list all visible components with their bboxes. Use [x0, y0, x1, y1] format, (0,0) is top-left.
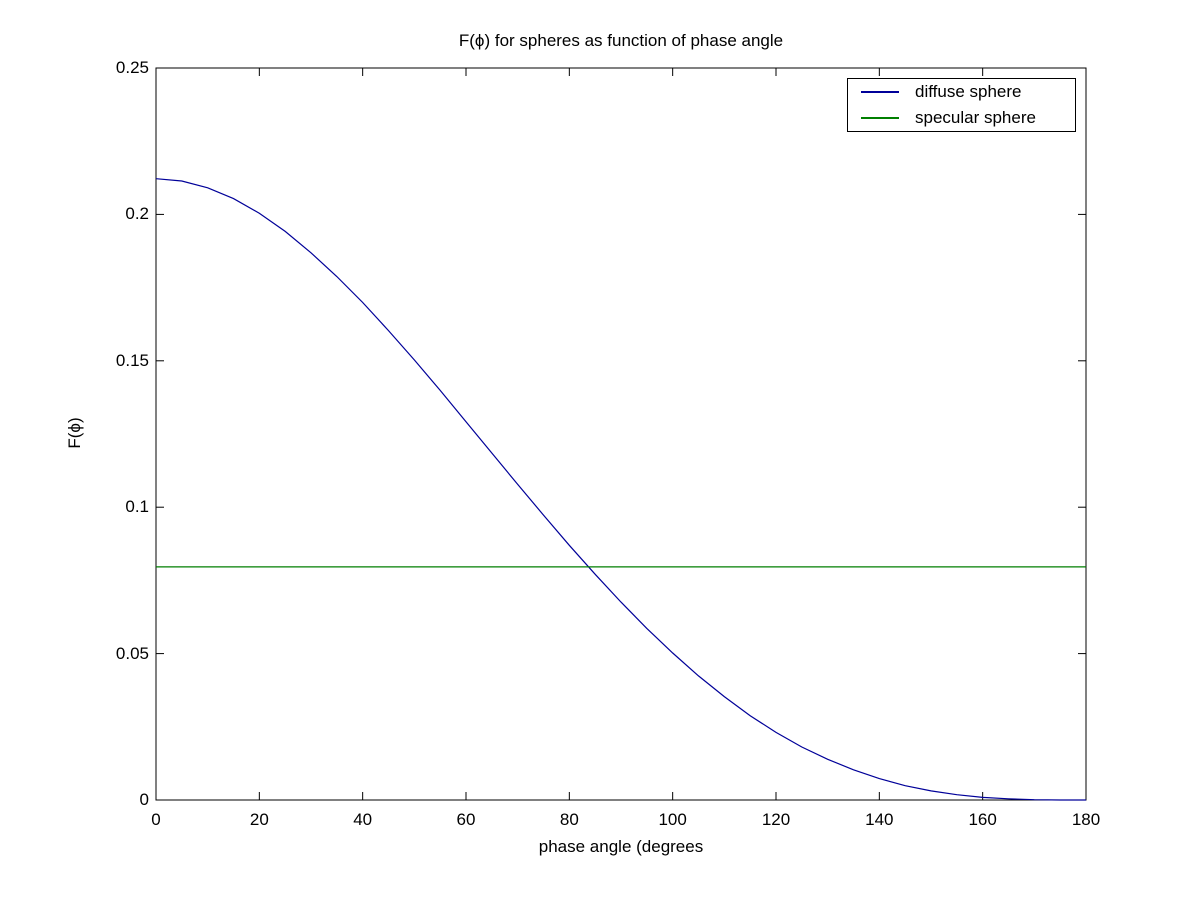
legend-label-diffuse: diffuse sphere	[915, 82, 1022, 101]
series-line-diffuse-sphere	[155, 178, 1086, 801]
y-tick-label: 0.2	[125, 204, 149, 224]
x-tick-label: 40	[353, 810, 373, 829]
x-axis-label: phase angle (degrees	[538, 837, 704, 856]
x-tick-label: 20	[249, 810, 269, 829]
x-tick-label: 120	[761, 810, 791, 829]
x-tick-label: 160	[968, 810, 997, 829]
legend-label-specular: specular sphere	[915, 108, 1036, 127]
y-tick-label: 0.1	[125, 497, 149, 517]
y-tick-label: 0.05	[115, 643, 149, 663]
legend-line-sample-diffuse	[861, 91, 899, 93]
legend: diffuse sphere specular sphere	[847, 78, 1076, 132]
axes-box	[155, 67, 1087, 801]
legend-row-specular: specular sphere	[848, 107, 1075, 129]
chart-title: F(ϕ) for spheres as function of phase an…	[458, 31, 784, 50]
y-tick-label: 0.15	[115, 350, 149, 370]
x-tick-label: 100	[658, 810, 687, 829]
x-tick-label: 180	[1071, 810, 1101, 829]
y-tick-label: 0.25	[115, 58, 149, 77]
legend-row-diffuse: diffuse sphere	[848, 81, 1075, 103]
x-tick-label: 0	[151, 810, 161, 829]
x-tick-label: 140	[865, 810, 894, 829]
x-tick-label: 60	[456, 810, 476, 829]
x-tick-label: 80	[559, 810, 579, 829]
y-tick-label: 0	[139, 790, 149, 809]
legend-line-sample-specular	[861, 117, 899, 119]
